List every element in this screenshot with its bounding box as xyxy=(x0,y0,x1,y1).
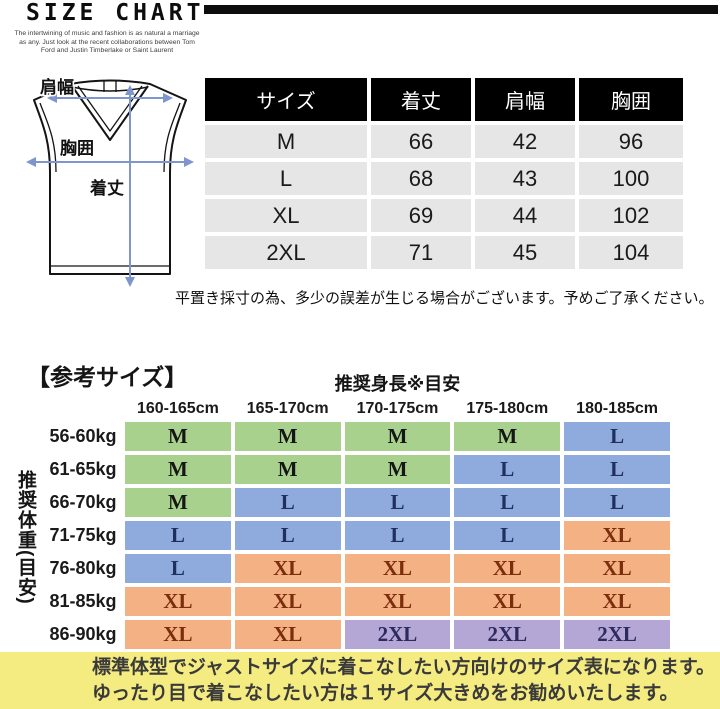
matrix-size-cell: M xyxy=(234,422,341,451)
height-axis-label: 推奨身長※目安 xyxy=(334,374,461,394)
size-table-size-cell: L xyxy=(205,162,367,195)
size-table-header-cell: 肩幅 xyxy=(475,78,575,121)
intro-line: The intertwining of music and fashion is… xyxy=(14,30,200,37)
matrix-size-cell: XL xyxy=(564,554,670,583)
footer-note: 標準体型でジャストサイズに着こなしたい方向けのサイズ表になります。 ゆったり目で… xyxy=(0,652,720,709)
matrix-size-cell: XL xyxy=(344,587,451,616)
matrix-size-cell: XL xyxy=(125,620,231,649)
matrix-size-cell: 2XL xyxy=(564,620,670,649)
matrix-size-cell: XL xyxy=(234,587,341,616)
footer-note-line: 標準体型でジャストサイズに着こなしたい方向けのサイズ表になります。 xyxy=(92,656,716,678)
armhole-trim-left xyxy=(39,102,57,173)
matrix-size-cell: 2XL xyxy=(454,620,561,649)
length-arrow xyxy=(125,85,135,287)
matrix-size-cell: XL xyxy=(564,587,670,616)
size-table-header-cell: サイズ xyxy=(205,78,367,121)
size-table-value-cell: 71 xyxy=(371,236,471,269)
matrix-size-cell: XL xyxy=(454,554,561,583)
size-table-value-cell: 43 xyxy=(475,162,575,195)
matrix-size-cell: M xyxy=(234,455,341,484)
shoulder-width-arrow xyxy=(47,93,173,103)
matrix-size-cell: L xyxy=(454,488,561,517)
shoulder-width-label: 肩幅 xyxy=(40,77,74,97)
intro-text: The intertwining of music and fashion is… xyxy=(8,30,206,56)
size-table: サイズ 着丈 肩幅 胸囲 M 66 42 96 L 68 43 100 XL 69 44 102 2XL 71 45… xyxy=(205,78,683,269)
matrix-size-cell: M xyxy=(344,455,451,484)
intro-line: Ford and Justin Timberlake or Saint Laur… xyxy=(40,47,174,55)
intro-line: as any. Just look at the recent collabor… xyxy=(19,38,195,46)
title-rule xyxy=(204,5,718,14)
size-table-header-cell: 着丈 xyxy=(371,78,471,121)
matrix-height-header: 165-170cm xyxy=(246,400,329,417)
matrix-height-header: 160-165cm xyxy=(136,400,219,417)
matrix-weight-label: 86-90kg xyxy=(49,624,117,644)
matrix-weight-label: 66-70kg xyxy=(49,492,117,512)
chest-arrow xyxy=(26,157,194,167)
matrix-weight-label: 61-65kg xyxy=(49,459,117,479)
matrix-weight-label: 76-80kg xyxy=(49,558,117,578)
matrix-size-cell: XL xyxy=(454,587,561,616)
matrix-size-cell: L xyxy=(564,422,670,451)
matrix-height-header: 175-180cm xyxy=(466,400,549,417)
matrix-height-header: 170-175cm xyxy=(356,400,439,417)
matrix-size-cell: 2XL xyxy=(344,620,451,649)
size-table-value-cell: 100 xyxy=(579,162,683,195)
garment-diagram: 肩幅 胸囲 着丈 xyxy=(26,76,194,287)
matrix-weight-label: 81-85kg xyxy=(49,591,117,611)
matrix-size-cell: XL xyxy=(564,521,670,550)
size-table-size-cell: M xyxy=(205,125,367,158)
matrix-weight-label: 56-60kg xyxy=(49,426,117,446)
size-table-value-cell: 42 xyxy=(475,125,575,158)
size-table-value-cell: 44 xyxy=(475,199,575,232)
matrix-size-cell: M xyxy=(125,455,231,484)
size-table-value-cell: 45 xyxy=(475,236,575,269)
size-table-value-cell: 96 xyxy=(579,125,683,158)
chest-label: 胸囲 xyxy=(60,138,94,158)
reference-heading: 【参考サイズ】 xyxy=(27,364,188,390)
matrix-size-cell: M xyxy=(125,422,231,451)
size-table-value-cell: 69 xyxy=(371,199,471,232)
matrix-size-cell: L xyxy=(344,521,451,550)
measurement-note: 平置き採寸の為、多少の誤差が生じる場合がございます。予めご了承ください。 xyxy=(175,290,714,307)
matrix-size-cell: M xyxy=(344,422,451,451)
vest-outline xyxy=(33,79,187,275)
armhole-trim-right xyxy=(163,102,181,173)
matrix-size-cell: L xyxy=(564,488,670,517)
matrix-weight-label: 71-75kg xyxy=(49,525,117,545)
matrix-size-cell: XL xyxy=(234,554,341,583)
vneck-line xyxy=(71,85,149,141)
matrix-size-cell: L xyxy=(454,521,561,550)
page-title: SIZE CHART xyxy=(26,0,205,26)
matrix-size-cell: L xyxy=(234,521,341,550)
reference-matrix: 160-165cm 165-170cm 170-175cm 175-180cm 180-… xyxy=(45,394,670,649)
matrix-size-cell: L xyxy=(125,554,231,583)
matrix-size-cell: XL xyxy=(234,620,341,649)
matrix-size-cell: L xyxy=(344,488,451,517)
vneck-inner-line xyxy=(77,85,143,132)
matrix-size-cell: L xyxy=(234,488,341,517)
matrix-size-cell: XL xyxy=(125,587,231,616)
size-table-header-cell: 胸囲 xyxy=(579,78,683,121)
matrix-size-cell: L xyxy=(125,521,231,550)
size-table-value-cell: 66 xyxy=(371,125,471,158)
matrix-size-cell: XL xyxy=(344,554,451,583)
size-table-value-cell: 68 xyxy=(371,162,471,195)
size-table-size-cell: 2XL xyxy=(205,236,367,269)
matrix-size-cell: M xyxy=(454,422,561,451)
footer-note-line: ゆったり目で着こなしたい方は１サイズ大きめをお勧めいたします。 xyxy=(92,682,679,704)
size-table-value-cell: 102 xyxy=(579,199,683,232)
size-table-size-cell: XL xyxy=(205,199,367,232)
matrix-height-header: 180-185cm xyxy=(576,400,659,417)
weight-axis-label: 推奨体重(目安) xyxy=(15,469,36,605)
matrix-size-cell: L xyxy=(454,455,561,484)
size-table-value-cell: 104 xyxy=(579,236,683,269)
matrix-size-cell: M xyxy=(125,488,231,517)
length-label: 着丈 xyxy=(89,178,124,198)
matrix-corner xyxy=(45,394,121,418)
matrix-size-cell: L xyxy=(564,455,670,484)
